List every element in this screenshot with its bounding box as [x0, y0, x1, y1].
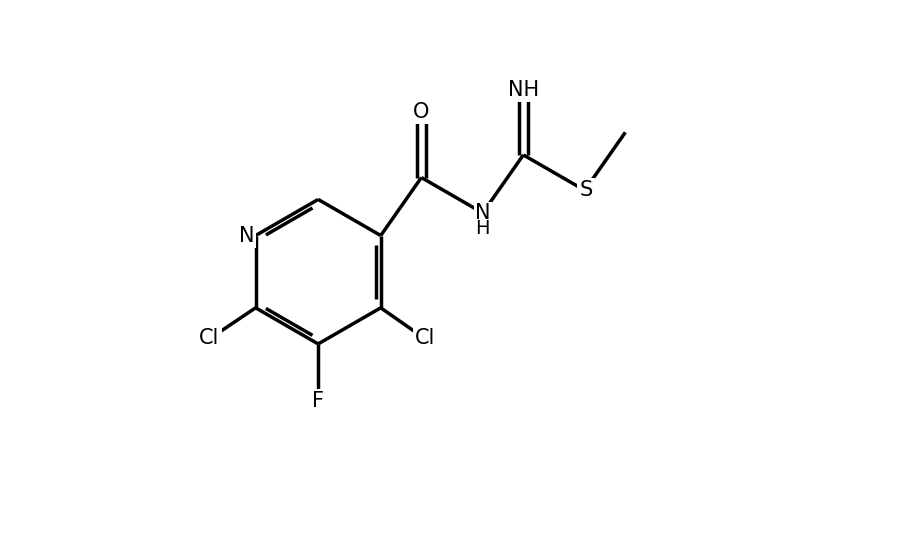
- Text: N: N: [239, 226, 254, 246]
- Text: S: S: [579, 181, 593, 200]
- Text: F: F: [312, 391, 324, 411]
- Text: Cl: Cl: [199, 327, 219, 348]
- Text: N: N: [475, 203, 490, 223]
- Text: H: H: [476, 219, 490, 238]
- Text: Cl: Cl: [415, 327, 435, 348]
- Text: NH: NH: [508, 79, 539, 100]
- Text: O: O: [413, 102, 430, 123]
